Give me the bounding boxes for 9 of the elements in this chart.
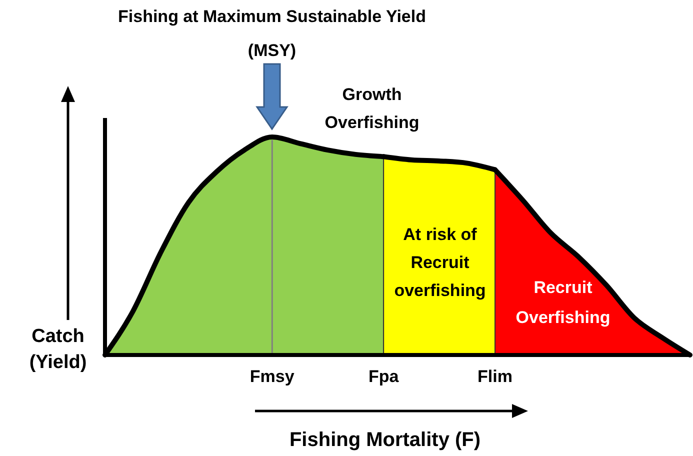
annotation: At risk of Recruit overfishing (394, 225, 486, 300)
x-tick-label: Fmsy (250, 367, 295, 386)
text: Fishing at Maximum Sustainable Yield (MSY) (118, 7, 426, 60)
x-tick-label: Fpa (368, 367, 400, 386)
annotation: Recruit Overfishing (516, 278, 610, 327)
y-axis-title: Catch (Yield) (29, 326, 87, 373)
x-axis-title: Fishing Mortality (F) (289, 429, 481, 451)
x-tick-label: Flim (478, 367, 512, 386)
text: Growth Overfishing (324, 85, 420, 132)
